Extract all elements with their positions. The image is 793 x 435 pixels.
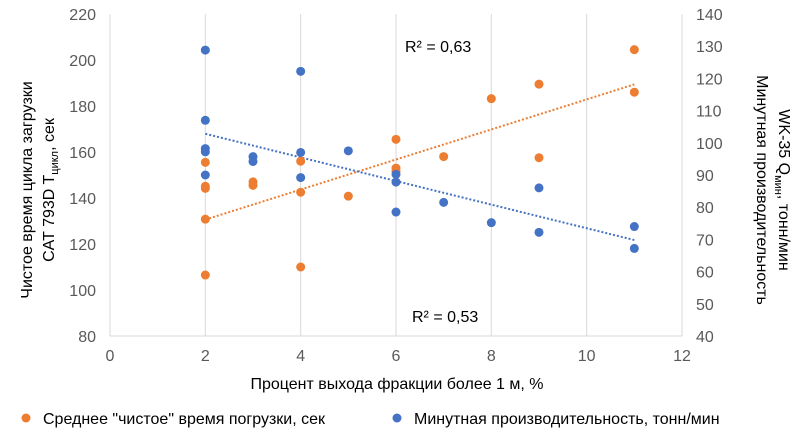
right-y-tick-label: 70 [696,232,714,249]
left-y-tick-label: 220 [69,7,96,24]
left-y-tick-labels: 80 100 120 140 160 180 200 220 [69,7,96,346]
data-point-series-0 [200,214,210,224]
data-point-series-1 [629,243,639,253]
data-point-series-0 [296,187,306,197]
data-point-series-0 [296,156,306,166]
legend-marker-orange [21,413,31,423]
data-point-series-0 [439,152,449,162]
x-tick-label: 4 [296,348,305,365]
data-point-series-0 [200,270,210,280]
data-point-series-1 [439,197,449,207]
right-y-tick-label: 110 [696,104,722,121]
data-point-series-1 [629,222,639,232]
right-axis-title-subscript: мин [772,175,784,195]
trendline-series-0 [205,83,635,221]
x-tick-label: 2 [201,348,210,365]
left-axis-title-line1: Чистое время цикла загрузки [19,81,36,298]
right-y-tick-label: 80 [696,200,714,217]
left-axis-title-suffix: , сек [41,117,58,151]
data-point-series-1 [200,45,210,55]
data-point-series-0 [200,157,210,167]
data-point-series-1 [296,173,306,183]
legend-label-blue: Минутная производительность, тонн/мин [414,411,720,428]
data-points [200,45,639,280]
data-point-series-1 [391,177,401,187]
left-y-tick-label: 200 [69,53,96,70]
left-y-tick-label: 180 [69,99,96,116]
legend: Среднее "чистое" время погрузки, сек Мин… [21,411,720,428]
data-point-series-0 [534,79,544,89]
right-y-tick-label: 40 [696,329,714,346]
data-point-series-0 [629,87,639,97]
x-tick-labels: 0 2 4 6 8 10 12 [106,348,691,365]
data-point-series-1 [534,227,544,237]
left-y-tick-label: 100 [69,283,96,300]
data-point-series-1 [200,170,210,180]
data-point-series-0 [391,163,401,173]
right-y-tick-label: 120 [696,71,723,88]
trendlines [205,83,635,242]
x-tick-label: 0 [106,348,115,365]
r2-annotation-blue: R² = 0,53 [412,309,478,326]
left-axis-title-subscript: цикл [49,151,61,175]
data-point-series-0 [486,94,496,104]
right-y-tick-label: 100 [696,136,723,153]
left-y-tick-label: 80 [78,329,96,346]
x-tick-label: 6 [392,348,401,365]
data-point-series-0 [391,134,401,144]
data-point-series-1 [248,156,258,166]
x-tick-label: 10 [578,348,596,365]
right-y-tick-label: 130 [696,39,723,56]
left-y-tick-label: 120 [69,237,96,254]
data-point-series-1 [486,218,496,228]
left-axis-title: Чистое время цикла загрузки CAT 793D Tци… [19,81,61,298]
legend-label-orange: Среднее "чистое" время погрузки, сек [43,411,326,428]
right-axis-title-suffix: , тонн/мин [775,195,792,271]
left-axis-title-prefix: CAT 793D T [41,175,58,262]
left-axis-title-line2: CAT 793D Tцикл, сек [41,117,61,262]
data-point-series-0 [296,262,306,272]
x-tick-label: 8 [487,348,496,365]
data-point-series-1 [391,207,401,217]
right-y-tick-labels: 40 50 60 70 80 90 100 110 120 130 140 [696,7,723,346]
data-point-series-0 [629,45,639,55]
legend-marker-blue [392,413,402,423]
right-axis-title-line2: WK-35 Qмин, тонн/мин [772,109,792,270]
trendline-series-1 [205,132,635,242]
data-point-series-1 [200,147,210,157]
data-point-series-1 [296,66,306,76]
data-point-series-0 [534,153,544,163]
right-y-tick-label: 60 [696,265,714,282]
data-point-series-1 [296,147,306,157]
right-y-tick-label: 90 [696,168,714,185]
x-tick-label: 12 [673,348,691,365]
left-y-tick-label: 160 [69,145,96,162]
data-point-series-0 [200,181,210,191]
right-axis-title-prefix: WK-35 Q [775,109,792,175]
data-point-series-1 [534,183,544,193]
right-y-tick-label: 140 [696,7,723,24]
left-y-tick-label: 140 [69,191,96,208]
data-point-series-0 [343,191,353,201]
data-point-series-1 [343,146,353,156]
r2-annotation-orange: R² = 0,63 [405,39,471,56]
data-point-series-0 [248,177,258,187]
right-axis-title-line1: Минутная производительность [753,75,770,305]
data-point-series-1 [391,169,401,179]
data-point-series-1 [200,115,210,125]
x-axis-title: Процент выхода фракции более 1 м, % [250,376,543,393]
right-y-tick-label: 50 [696,297,714,314]
right-axis-title: Минутная производительность WK-35 Qмин, … [753,75,792,305]
